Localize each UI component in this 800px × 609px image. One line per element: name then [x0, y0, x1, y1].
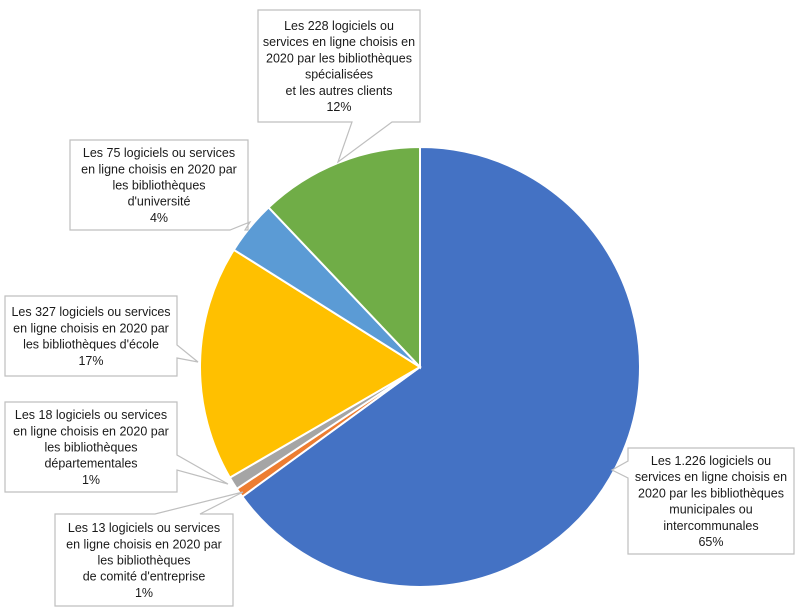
pie-slices [199, 145, 641, 588]
callout-box [54, 491, 244, 607]
callout-label-line: services en ligne choisis en [263, 35, 415, 49]
callout-box [610, 447, 795, 555]
callout-label-line: Les 75 logiciels ou services [83, 146, 235, 160]
callout-label-line: Les 18 logiciels ou services [15, 408, 167, 422]
callout-label-line: Les 228 logiciels ou [284, 19, 394, 33]
callout-label-line: spécialisées [305, 68, 373, 82]
callout-label-line: de comité d'entreprise [83, 570, 206, 584]
callout-label-line: en ligne choisis en 2020 par [66, 537, 222, 551]
callout-label-line: les bibliothèques d'école [23, 338, 159, 352]
callout-label-line: en ligne choisis en 2020 par [81, 162, 237, 176]
callout-percent: 12% [326, 100, 351, 114]
callout-label-line: en ligne choisis en 2020 par [13, 424, 169, 438]
callout-percent: 17% [78, 354, 103, 368]
callout-box [4, 295, 199, 377]
callout-percent: 1% [82, 473, 100, 487]
callout-box [69, 139, 252, 231]
callout-percent: 65% [698, 535, 723, 549]
callout-comite-entreprise: Les 13 logiciels ou services en ligne cho… [54, 491, 244, 607]
callout-universite: Les 75 logiciels ou services en ligne cho… [69, 139, 252, 231]
callout-label-line: 2020 par les bibliothèques [638, 486, 784, 500]
callout-departementales: Les 18 logiciels ou services en ligne cho… [4, 401, 229, 493]
callout-box [257, 9, 421, 164]
callout-label-line: intercommunales [663, 519, 758, 533]
callout-box [4, 401, 229, 493]
pie-slice-specialisees [267, 145, 421, 370]
callout-specialisees: Les 228 logiciels ou services en ligne ch… [257, 9, 421, 164]
pie-slice-ecole [199, 248, 422, 479]
callout-percent: 4% [150, 211, 168, 225]
callout-label-line: municipales ou [669, 503, 752, 517]
callout-label-line: et les autres clients [286, 84, 393, 98]
callout-label-line: 2020 par les bibliothèques [266, 51, 412, 65]
callout-label-line: Les 13 logiciels ou services [68, 521, 220, 535]
callout-label-line: départementales [44, 457, 137, 471]
callout-label-line: les bibliothèques [44, 441, 137, 455]
callout-ecole: Les 327 logiciels ou services en ligne ch… [4, 295, 199, 377]
callout-label-line: Les 1.226 logiciels ou [651, 454, 771, 468]
callout-label-line: Les 327 logiciels ou services [11, 305, 170, 319]
callout-label-line: en ligne choisis en 2020 par [13, 321, 169, 335]
callout-label-line: d'université [128, 195, 191, 209]
callouts: Les 1.226 logiciels ou services en ligne … [4, 9, 795, 607]
callout-municipales: Les 1.226 logiciels ou services en ligne … [610, 447, 795, 555]
callout-label-line: les bibliothèques [97, 554, 190, 568]
pie-slice-municipales [240, 145, 641, 588]
callout-label-line: services en ligne choisis en [635, 470, 787, 484]
callout-percent: 1% [135, 586, 153, 600]
callout-label-line: les bibliothèques [112, 179, 205, 193]
